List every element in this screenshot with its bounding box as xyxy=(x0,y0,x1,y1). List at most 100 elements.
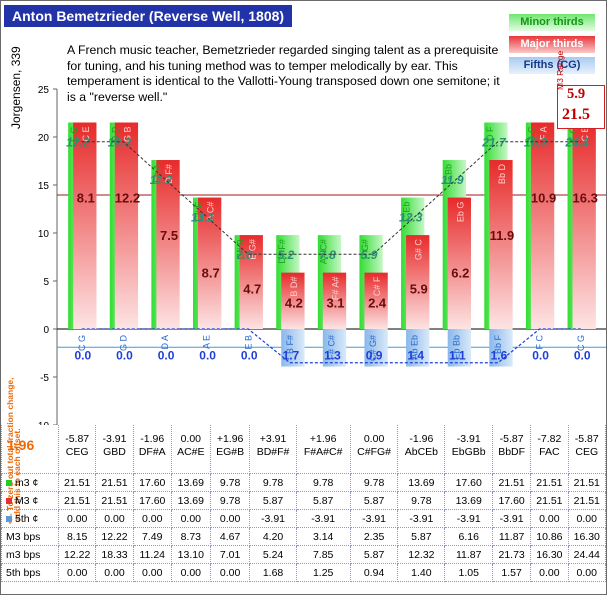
table-cell: 7.85 xyxy=(295,545,351,564)
table-cell: 5.87 xyxy=(397,527,446,546)
fifth-bps-label: 0.0 xyxy=(574,349,591,363)
row-label: M3 ¢ xyxy=(1,491,59,510)
row-symbol xyxy=(6,497,12,504)
offset-cell: -1.96 DF#A xyxy=(132,425,172,474)
table-cell: 21.51 xyxy=(530,491,569,510)
major-third-label: C E xyxy=(580,127,590,142)
table-cell: 17.60 xyxy=(132,473,172,492)
minor-bps-label: 5.2 xyxy=(278,248,295,262)
offset-cell: -7.82 FAC xyxy=(530,425,569,474)
table-cell: 13.10 xyxy=(170,545,211,564)
major-third-bar xyxy=(73,122,97,329)
y-tick-label: 5 xyxy=(43,277,49,288)
table-cell: 0.00 xyxy=(95,509,134,528)
table-cell: 0.00 xyxy=(567,509,606,528)
table-cell: 17.60 xyxy=(444,473,494,492)
chord-name-text: EG#B xyxy=(216,446,245,458)
minor-third-label: G# B xyxy=(235,239,245,260)
table-cell: 3.14 xyxy=(295,527,351,546)
table-cell: 5.87 xyxy=(349,491,399,510)
table-cell: 1.40 xyxy=(397,563,446,582)
offset-cell: +3.91 BD#F# xyxy=(249,425,297,474)
table-cell: 9.78 xyxy=(209,473,251,492)
table-cell: 13.69 xyxy=(170,473,211,492)
major-bps-label: 7.5 xyxy=(160,228,178,243)
table-cell: 21.51 xyxy=(492,473,532,492)
minor-third-label: G Bb xyxy=(443,164,453,185)
minor-third-label: D# F# xyxy=(277,239,287,264)
fifth-label: D A xyxy=(160,335,170,350)
minor-third-label: A# C# xyxy=(319,239,329,264)
legend-major-thirds: Major thirds xyxy=(509,36,595,53)
major-third-label: C E xyxy=(81,127,91,142)
table-cell: 1.05 xyxy=(444,563,494,582)
table-cell: 21.51 xyxy=(57,473,97,492)
table-cell: 21.51 xyxy=(567,473,606,492)
fifth-label: G D xyxy=(118,335,128,352)
major-third-label: C# F xyxy=(372,276,382,296)
table-cell: 11.87 xyxy=(492,527,532,546)
minor-bps-label: 18.3 xyxy=(108,136,132,150)
table-row: M3 bps 8.15 12.22 7.49 8.73 4.67 4.20 3.14 2.35 5… xyxy=(1,527,606,546)
fifth-label: Eb Bb xyxy=(451,335,461,360)
major-bps-label: 11.9 xyxy=(490,228,515,243)
table-cell: 16.30 xyxy=(567,527,606,546)
row-label-text: M3 bps xyxy=(6,530,41,543)
row-label: 5th bps xyxy=(1,563,59,582)
major-third-bar xyxy=(114,122,139,329)
major-third-label: Bb D xyxy=(497,164,507,185)
major-bps-label: 3.1 xyxy=(326,296,344,311)
table-cell: 6.16 xyxy=(444,527,494,546)
table-cell: 13.69 xyxy=(170,491,211,510)
major-third-bar xyxy=(239,235,263,329)
table-cell: 4.20 xyxy=(249,527,297,546)
table-cell: 21.51 xyxy=(530,473,569,492)
offset-value-text: -3.91 xyxy=(102,433,127,445)
row-symbol xyxy=(6,515,12,522)
table-cell: 0.00 xyxy=(567,563,606,582)
fifth-bps-label: 0.9 xyxy=(366,349,383,363)
fifth-bps-label: 0.0 xyxy=(199,349,216,363)
table-cell: 11.24 xyxy=(132,545,172,564)
y-tick-label: 10 xyxy=(38,229,50,240)
table-cell: 9.78 xyxy=(295,473,351,492)
chord-name-text: FAC xyxy=(539,446,560,458)
table-cell: 24.44 xyxy=(567,545,606,564)
table-cell: 12.22 xyxy=(57,545,97,564)
y-tick-label: 15 xyxy=(38,181,50,192)
table-cell: 21.73 xyxy=(492,545,532,564)
major-bps-label: 4.7 xyxy=(243,281,261,296)
table-cell: -3.91 xyxy=(349,509,399,528)
offset-value-text: -1.96 xyxy=(409,433,434,445)
row-label: M3 bps xyxy=(1,527,59,546)
major-third-bar xyxy=(364,272,388,329)
offset-value-text: 0.00 xyxy=(180,433,201,445)
table-cell: 0.00 xyxy=(170,563,211,582)
m3-range-label: M3 Range xyxy=(555,50,565,90)
fifth-bps-label: 1.7 xyxy=(283,349,300,363)
chord-name-text: CEG xyxy=(575,446,599,458)
table-cell: 21.51 xyxy=(567,491,606,510)
minor-bps-label: 12.2 xyxy=(66,136,90,150)
fifth-label: B F# xyxy=(285,335,295,354)
fifth-bps-label: 0.0 xyxy=(116,349,133,363)
major-third-label: A C# xyxy=(206,202,216,222)
legend-minor-thirds: Minor thirds xyxy=(509,14,595,31)
table-cell: 0.00 xyxy=(209,563,251,582)
table-cell: 0.00 xyxy=(170,509,211,528)
major-third-bar xyxy=(281,272,305,329)
fifth-bps-label: 0.0 xyxy=(532,349,549,363)
table-row: m3 ¢ 21.51 21.51 17.60 13.69 9.78 9.78 9.78 9.78… xyxy=(1,473,606,492)
y-tick-label: -10 xyxy=(35,421,50,425)
table-cell: 17.60 xyxy=(132,491,172,510)
fifth-bps-label: 0.0 xyxy=(158,349,175,363)
fifth-label: F# C# xyxy=(327,335,337,360)
offset-value-text: 0.00 xyxy=(363,433,385,445)
fifth-bar xyxy=(489,329,513,367)
offset-cell: -5.87 BbDF xyxy=(492,425,532,474)
fifth-trend-line xyxy=(81,328,582,364)
offset-value-text: -3.91 xyxy=(456,433,481,445)
table-cell: -3.91 xyxy=(249,509,297,528)
m3-range-low: 5.9 xyxy=(567,86,586,102)
